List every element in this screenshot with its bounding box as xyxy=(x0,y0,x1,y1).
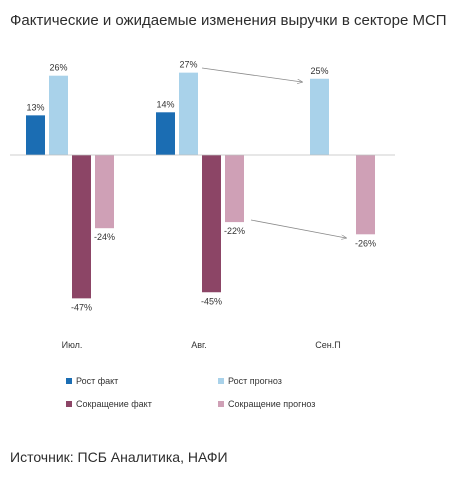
data-label-3-2: -45% xyxy=(201,296,222,306)
category-label-1: Июл. xyxy=(62,340,83,350)
legend-label: Сокращение факт xyxy=(76,399,152,409)
category-label-2: Авг. xyxy=(191,340,206,350)
bar-3-1 xyxy=(72,155,91,299)
bar-1-2 xyxy=(156,112,175,155)
legend-label: Рост факт xyxy=(76,376,119,386)
data-label-2-3: 25% xyxy=(310,66,328,76)
bar-4-1 xyxy=(95,155,114,229)
data-label-1-1: 13% xyxy=(26,102,44,112)
legend-label: Сокращение прогноз xyxy=(228,399,316,409)
data-label-2-2: 27% xyxy=(179,60,197,70)
bar-1-1 xyxy=(26,115,45,155)
bar-2-3 xyxy=(310,78,329,155)
page-title: Фактические и ожидаемые изменения выручк… xyxy=(10,12,447,29)
legend-item-4: Сокращение прогноз xyxy=(218,399,315,409)
trend-arrow-growth xyxy=(201,67,302,82)
legend-item-1: Рост факт xyxy=(66,376,118,386)
legend-swatch xyxy=(66,378,72,384)
legend-item-3: Сокращение факт xyxy=(66,399,152,409)
bar-4-3 xyxy=(356,155,375,235)
data-label-4-1: -24% xyxy=(94,232,115,242)
legend-swatch xyxy=(218,378,224,384)
data-label-3-1: -47% xyxy=(71,302,92,312)
bar-chart: 13% 14% 26% 27% 25% -47% -45% -24% -22% -26% Июл.… xyxy=(10,60,395,350)
bar-2-2 xyxy=(179,72,198,155)
legend-item-2: Рост прогноз xyxy=(218,376,282,386)
source-note: Источник: ПСБ Аналитика, НАФИ xyxy=(10,449,228,465)
data-label-4-2: -22% xyxy=(224,226,245,236)
data-label-1-2: 14% xyxy=(156,99,174,109)
bar-4-2 xyxy=(225,155,244,223)
bar-2-1 xyxy=(49,75,68,155)
legend-label: Рост прогноз xyxy=(228,376,282,386)
data-label-4-3: -26% xyxy=(355,238,376,248)
bar-3-2 xyxy=(202,155,221,293)
category-label-3: Сен.П xyxy=(315,340,340,350)
trend-arrow-decline xyxy=(250,219,346,238)
data-label-2-1: 26% xyxy=(49,63,67,73)
legend-swatch xyxy=(218,401,224,407)
legend-swatch xyxy=(66,401,72,407)
